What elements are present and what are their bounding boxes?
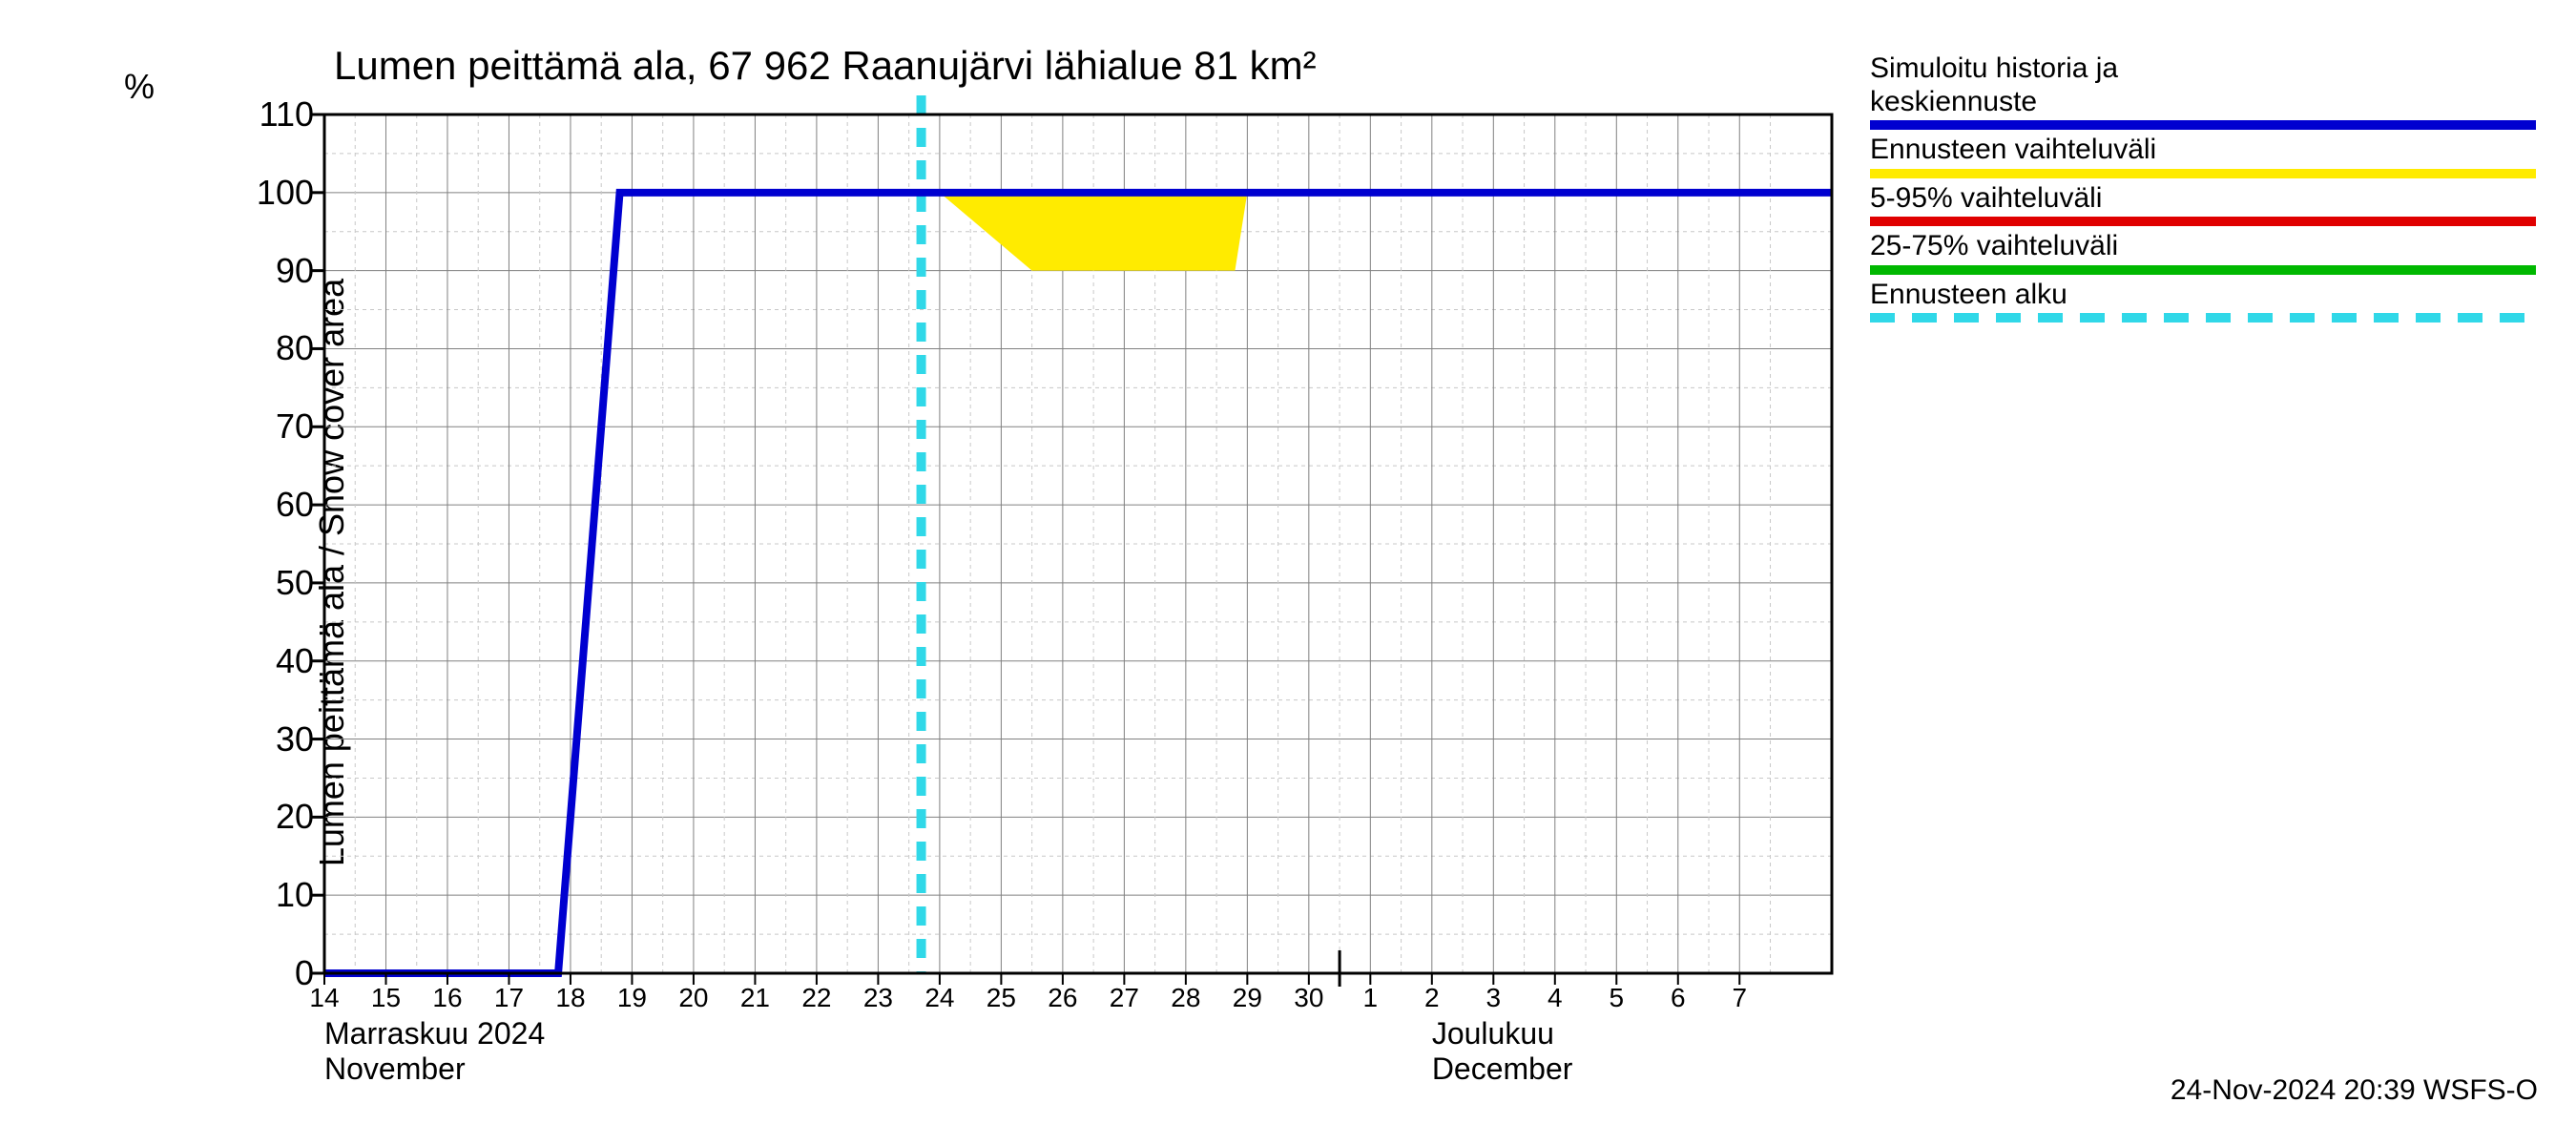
x-tick-label: 5 <box>1609 983 1624 1013</box>
legend-swatch <box>1870 120 2536 130</box>
x-tick-label: 29 <box>1233 983 1262 1013</box>
timestamp: 24-Nov-2024 20:39 WSFS-O <box>2171 1074 2538 1107</box>
month-block: JoulukuuDecember <box>1432 1016 1573 1087</box>
plot-svg <box>324 114 1832 973</box>
x-tick-label: 26 <box>1048 983 1077 1013</box>
x-tick-label: 20 <box>678 983 708 1013</box>
legend-item: Simuloitu historia jakeskiennuste <box>1870 52 2538 130</box>
y-tick-label: 50 <box>238 563 314 603</box>
x-tick-label: 27 <box>1110 983 1139 1013</box>
x-tick-label: 21 <box>740 983 770 1013</box>
y-tick-label: 0 <box>238 953 314 993</box>
x-tick-label: 1 <box>1363 983 1379 1013</box>
month-fi: Marraskuu 2024 <box>324 1016 545 1051</box>
y-tick-labels: 0102030405060708090100110 <box>239 114 315 973</box>
y-axis-unit: % <box>124 67 155 107</box>
month-en: November <box>324 1051 545 1087</box>
x-tick-label: 15 <box>371 983 401 1013</box>
y-tick-label: 80 <box>238 328 314 368</box>
x-tick-label: 17 <box>494 983 524 1013</box>
y-tick-label: 20 <box>238 797 314 837</box>
x-tick-label: 4 <box>1548 983 1563 1013</box>
y-tick-label: 90 <box>238 251 314 291</box>
x-tick-label: 3 <box>1486 983 1502 1013</box>
x-tick-label: 28 <box>1171 983 1200 1013</box>
x-tick-label: 22 <box>801 983 831 1013</box>
legend-swatch <box>1870 265 2536 275</box>
legend-label: 25-75% vaihteluväli <box>1870 230 2538 263</box>
legend: Simuloitu historia jakeskiennuste Ennuste… <box>1870 52 2538 326</box>
y-tick-label: 70 <box>238 406 314 447</box>
x-tick-label: 25 <box>987 983 1016 1013</box>
x-tick-label: 23 <box>863 983 893 1013</box>
legend-label: 5-95% vaihteluväli <box>1870 182 2538 216</box>
month-fi: Joulukuu <box>1432 1016 1573 1051</box>
month-block: Marraskuu 2024November <box>324 1016 545 1087</box>
chart-title: Lumen peittämä ala, 67 962 Raanujärvi lä… <box>334 43 1317 89</box>
y-tick-label: 40 <box>238 641 314 681</box>
legend-item: 25-75% vaihteluväli <box>1870 230 2538 275</box>
legend-label: Simuloitu historia ja <box>1870 52 2538 86</box>
plot-area <box>324 114 1832 973</box>
x-tick-label: 19 <box>617 983 647 1013</box>
month-en: December <box>1432 1051 1573 1087</box>
x-tick-label: 14 <box>309 983 339 1013</box>
y-tick-label: 30 <box>238 719 314 760</box>
y-tick-label: 110 <box>238 94 314 135</box>
x-tick-label: 6 <box>1671 983 1686 1013</box>
x-tick-label: 30 <box>1294 983 1323 1013</box>
x-tick-label: 7 <box>1732 983 1747 1013</box>
legend-item: 5-95% vaihteluväli <box>1870 182 2538 227</box>
y-tick-label: 10 <box>238 875 314 915</box>
legend-label: Ennusteen vaihteluväli <box>1870 134 2538 167</box>
legend-swatch <box>1870 217 2536 226</box>
y-tick-label: 60 <box>238 485 314 525</box>
x-tick-label: 2 <box>1424 983 1440 1013</box>
x-tick-label: 18 <box>555 983 585 1013</box>
x-tick-label: 24 <box>924 983 954 1013</box>
legend-label: keskiennuste <box>1870 86 2538 119</box>
legend-swatch <box>1870 313 2536 323</box>
chart-container: Lumen peittämä ala / Snow cover area % L… <box>0 0 2576 1145</box>
legend-label: Ennusteen alku <box>1870 279 2538 312</box>
x-tick-labels: 1415161718192021222324252627282930123456… <box>324 983 1832 1011</box>
x-tick-label: 16 <box>432 983 462 1013</box>
legend-swatch <box>1870 169 2536 178</box>
y-tick-label: 100 <box>238 173 314 213</box>
legend-item: Ennusteen vaihteluväli <box>1870 134 2538 178</box>
legend-item: Ennusteen alku <box>1870 279 2538 323</box>
